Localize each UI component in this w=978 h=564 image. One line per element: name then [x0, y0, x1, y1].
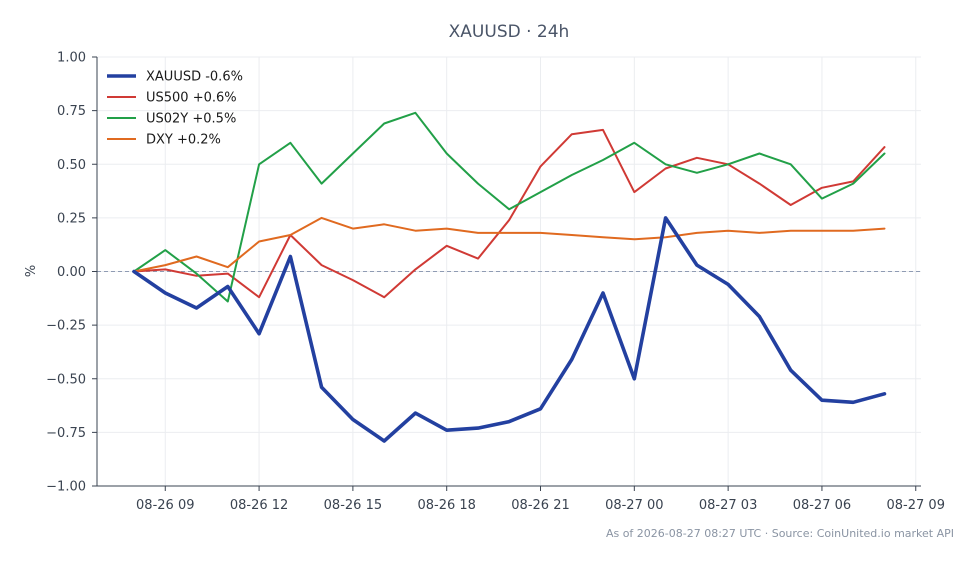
- y-tick-label: 1.00: [57, 51, 86, 66]
- y-tick-label: −0.25: [46, 319, 86, 334]
- x-tick-label: 08-27 00: [605, 498, 663, 513]
- x-tick-label: 08-27 09: [887, 498, 945, 513]
- x-tick-label: 08-26 15: [324, 498, 382, 513]
- x-tick-label: 08-26 09: [136, 498, 194, 513]
- series-line-0: [132, 216, 887, 443]
- series-line-2: [133, 111, 886, 303]
- y-axis-ticks: −1.00 −0.75 −0.50 −0.25 0.00 0.25 0.50 0.75 1.00: [46, 51, 97, 495]
- x-tick-label: 08-26 12: [230, 498, 288, 513]
- legend-entry-1: US500 +0.6%: [146, 91, 237, 106]
- legend-entry-0: XAUUSD -0.6%: [146, 70, 243, 85]
- x-tick-label: 08-26 21: [511, 498, 569, 513]
- y-tick-label: 0.00: [57, 265, 86, 280]
- y-tick-label: 0.75: [57, 104, 86, 119]
- y-tick-label: 0.50: [57, 158, 86, 173]
- x-axis-ticks: 08-26 09 08-26 12 08-26 15 08-26 18 08-26 21…: [136, 486, 945, 513]
- y-tick-label: −1.00: [46, 480, 86, 495]
- x-tick-label: 08-27 03: [699, 498, 757, 513]
- y-tick-label: −0.50: [46, 372, 86, 387]
- legend-entry-2: US02Y +0.5%: [146, 112, 236, 127]
- series-line-3: [133, 216, 886, 273]
- series-line-1: [133, 128, 886, 299]
- legend: XAUUSD -0.6% US500 +0.6% US02Y +0.5% DXY +0…: [107, 70, 243, 148]
- series-group: [132, 111, 887, 443]
- source-footnote: As of 2026-08-27 08:27 UTC · Source: Coi…: [605, 527, 954, 540]
- chart-title: XAUUSD · 24h: [449, 22, 570, 42]
- x-tick-label: 08-27 06: [793, 498, 851, 513]
- y-tick-label: −0.75: [46, 426, 86, 441]
- y-axis-label: %: [24, 265, 39, 277]
- legend-entry-3: DXY +0.2%: [146, 133, 221, 148]
- x-tick-label: 08-26 18: [417, 498, 475, 513]
- y-tick-label: 0.25: [57, 211, 86, 226]
